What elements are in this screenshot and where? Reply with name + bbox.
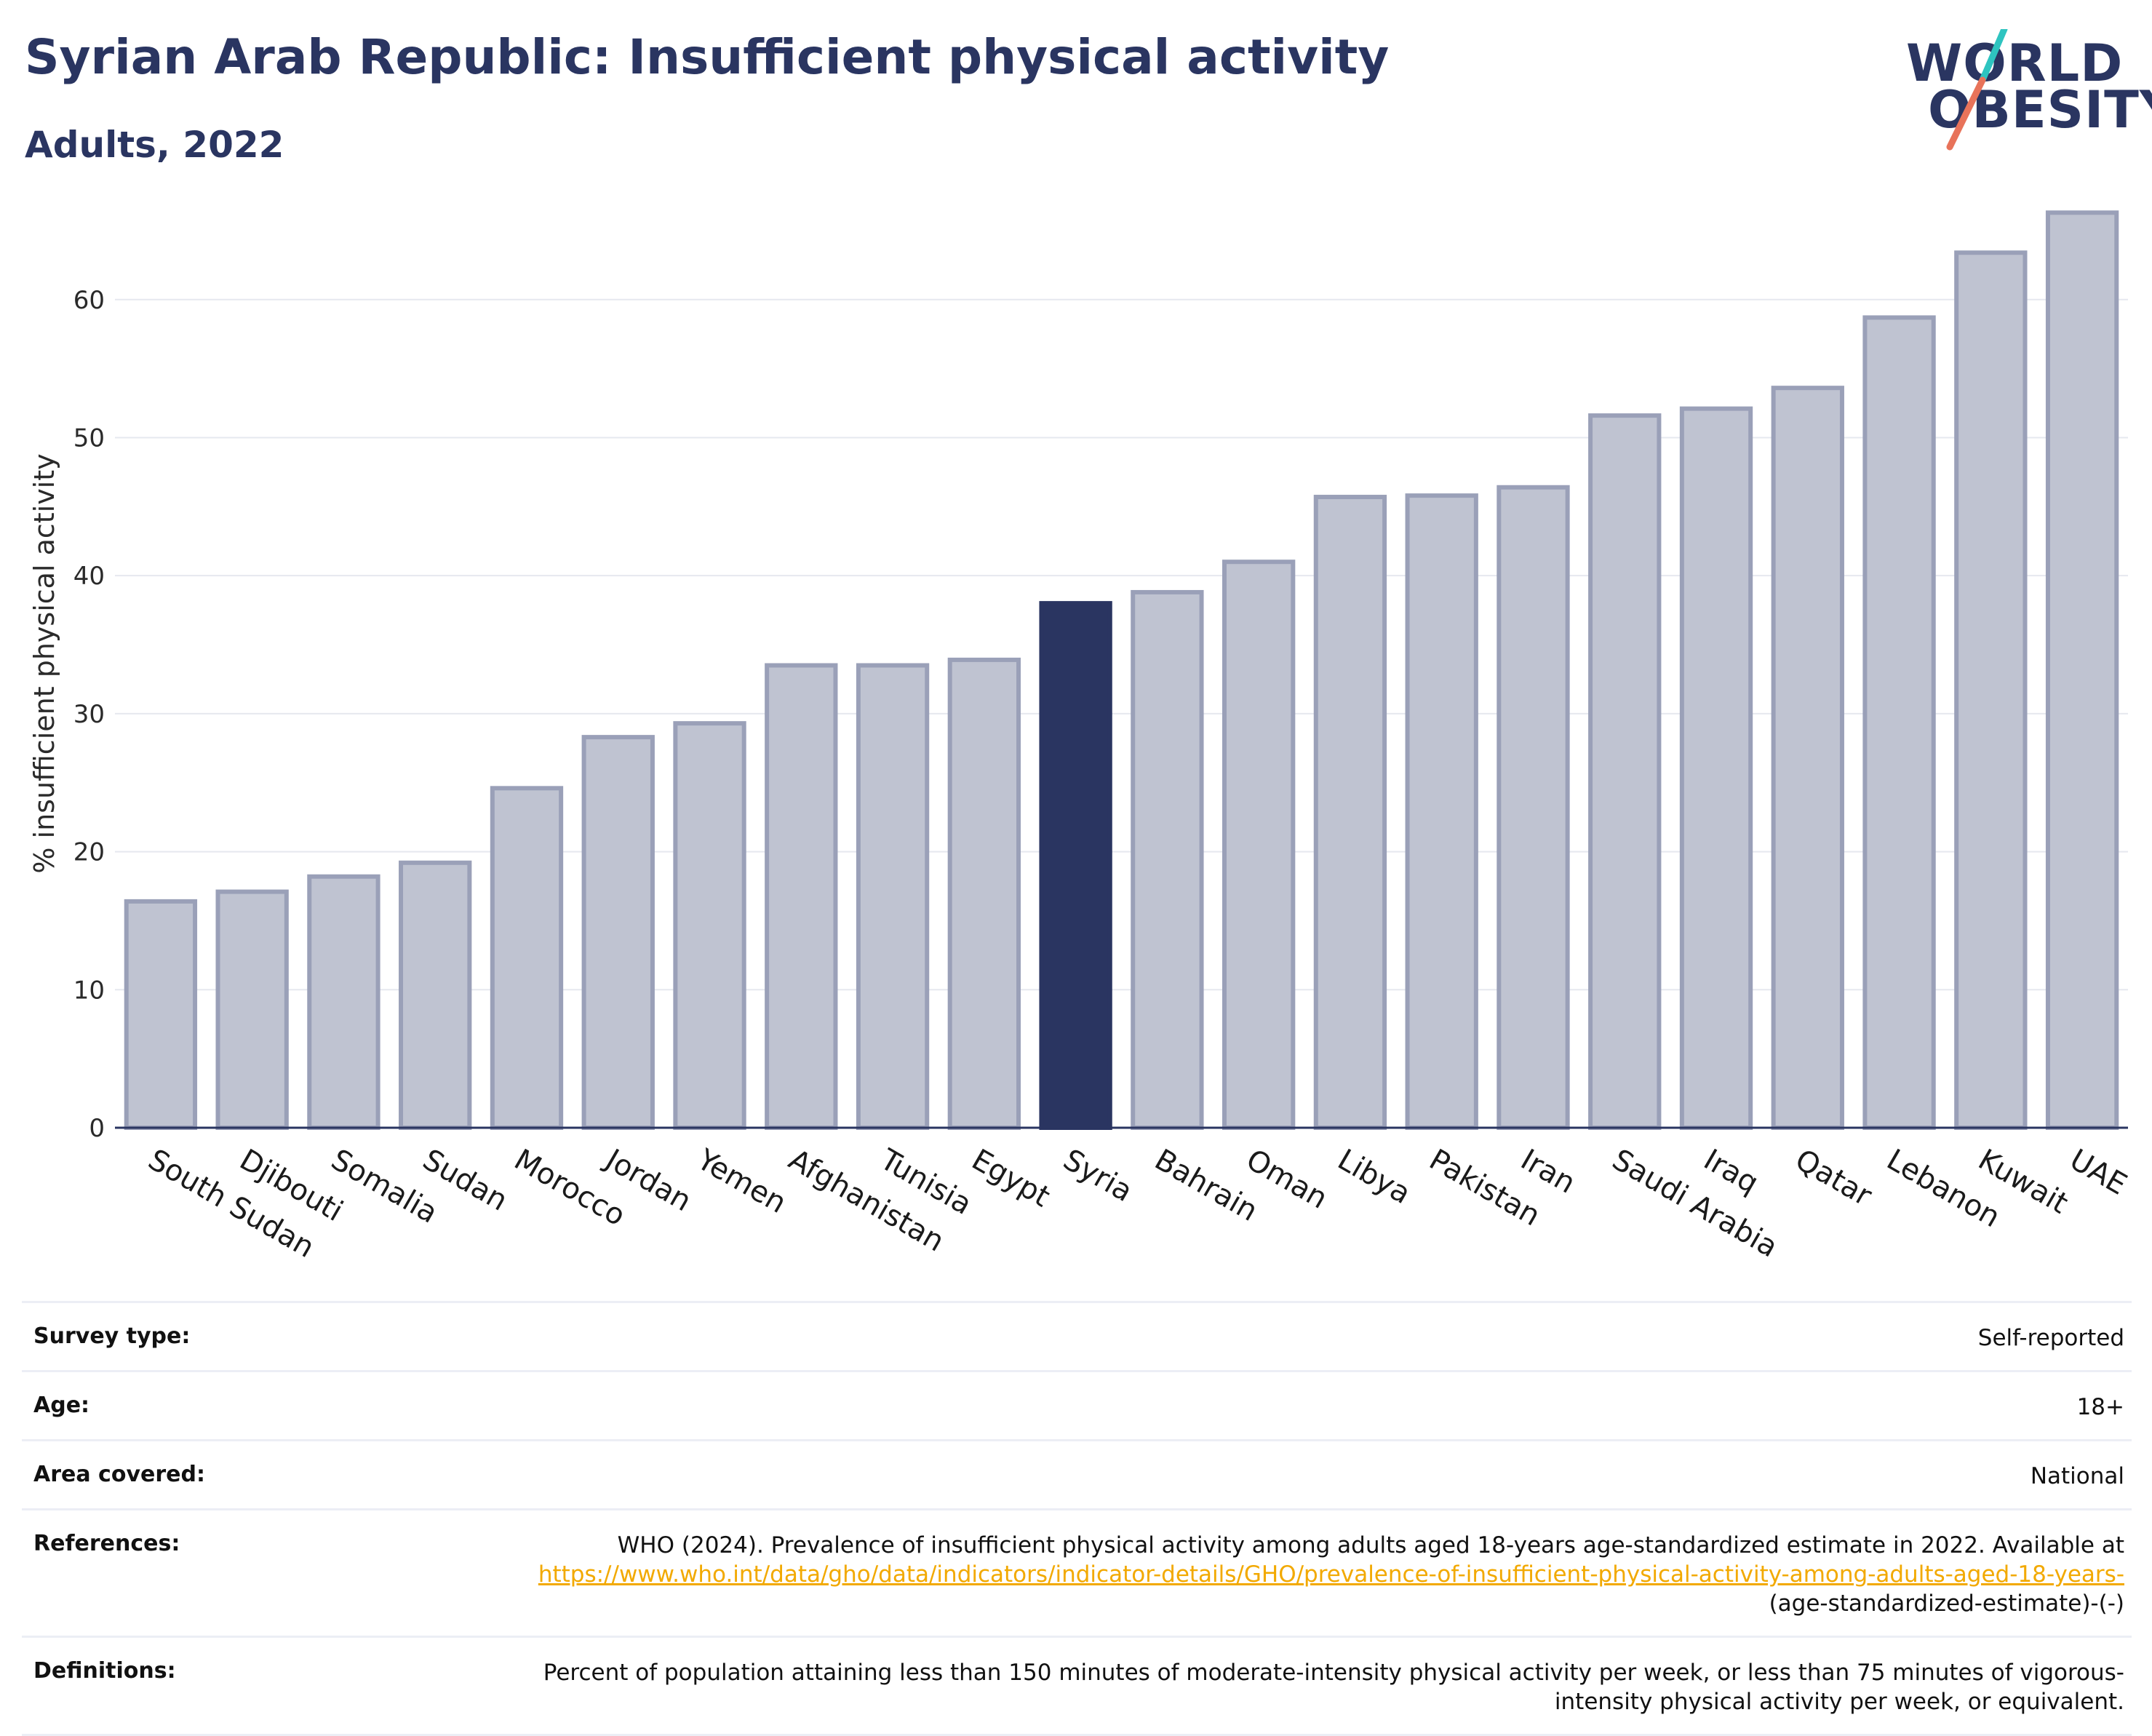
bar bbox=[307, 874, 380, 1130]
x-tick-label: Yemen bbox=[691, 1142, 792, 1220]
survey-type-value: Self-reported bbox=[1977, 1325, 2124, 1351]
y-tick-label: 30 bbox=[73, 700, 105, 729]
bar bbox=[765, 663, 838, 1130]
references-row: References: WHO (2024). Prevalence of in… bbox=[22, 1508, 2132, 1636]
bar bbox=[1313, 495, 1387, 1130]
bar bbox=[2045, 210, 2119, 1130]
references-text: WHO (2024). Prevalence of insufficient p… bbox=[617, 1532, 2124, 1558]
y-tick-label: 40 bbox=[73, 562, 105, 591]
definitions-row: Definitions: Percent of population attai… bbox=[22, 1636, 2132, 1736]
area-value: National bbox=[2030, 1463, 2124, 1489]
bar bbox=[1405, 493, 1478, 1131]
bars bbox=[124, 210, 2119, 1131]
x-tick-label: Syria bbox=[1058, 1143, 1139, 1209]
bar bbox=[1679, 406, 1753, 1131]
y-tick-label: 0 bbox=[89, 1114, 105, 1143]
bar bbox=[215, 889, 289, 1131]
references-value: WHO (2024). Prevalence of insufficient p… bbox=[502, 1531, 2124, 1618]
bar bbox=[581, 735, 655, 1130]
bar bbox=[1222, 560, 1296, 1130]
bar bbox=[1954, 250, 2028, 1131]
age-row: Age: 18+ bbox=[22, 1370, 2132, 1439]
bar bbox=[1771, 386, 1844, 1131]
y-axis-label: % insufficient physical activity bbox=[28, 453, 60, 873]
references-suffix: (age-standardized-estimate)-(-) bbox=[1769, 1590, 2124, 1617]
bar bbox=[490, 786, 564, 1131]
y-tick-label: 20 bbox=[73, 838, 105, 867]
x-tick-label: Saudi Arabia bbox=[1606, 1143, 1783, 1265]
page-subtitle: Adults, 2022 bbox=[25, 124, 284, 166]
world-obesity-logo: WORLD OBESITY bbox=[1892, 29, 2152, 153]
logo-line1: WORLD bbox=[1906, 33, 2124, 93]
x-tick-label: Bahrain bbox=[1149, 1143, 1263, 1228]
x-tick-label: Qatar bbox=[1790, 1143, 1878, 1213]
x-tick-label: Libya bbox=[1332, 1143, 1416, 1211]
logo-slash-icon bbox=[1946, 29, 2008, 151]
y-tick-label: 60 bbox=[73, 286, 105, 315]
bar bbox=[1497, 485, 1570, 1130]
references-link[interactable]: https://www.who.int/data/gho/data/indica… bbox=[538, 1561, 2124, 1588]
bar bbox=[1131, 589, 1204, 1130]
page-title: Syrian Arab Republic: Insufficient physi… bbox=[25, 29, 1390, 85]
x-tick-label: UAE bbox=[2064, 1143, 2132, 1202]
bar bbox=[947, 657, 1021, 1130]
bar bbox=[399, 860, 472, 1130]
y-tick-label: 10 bbox=[73, 976, 105, 1005]
bar bbox=[856, 663, 930, 1130]
age-label: Age: bbox=[33, 1393, 90, 1418]
survey-type-label: Survey type: bbox=[33, 1323, 191, 1349]
bar bbox=[673, 721, 746, 1130]
bar bbox=[1588, 413, 1662, 1130]
bar bbox=[1862, 315, 1936, 1130]
definitions-label: Definitions: bbox=[33, 1658, 176, 1684]
bar bbox=[124, 899, 198, 1130]
definitions-value: Percent of population attaining less tha… bbox=[543, 1660, 2124, 1715]
area-label: Area covered: bbox=[33, 1462, 205, 1487]
metadata-table: Survey type: Self-reported Age: 18+ Area… bbox=[22, 1301, 2132, 1736]
x-tick-label: Egypt bbox=[966, 1143, 1056, 1214]
bar-highlighted bbox=[1039, 601, 1112, 1130]
y-tick-label: 50 bbox=[73, 423, 105, 453]
survey-type-row: Survey type: Self-reported bbox=[22, 1301, 2132, 1370]
references-label: References: bbox=[33, 1531, 180, 1556]
age-value: 18+ bbox=[2076, 1394, 2124, 1420]
area-row: Area covered: National bbox=[22, 1439, 2132, 1508]
